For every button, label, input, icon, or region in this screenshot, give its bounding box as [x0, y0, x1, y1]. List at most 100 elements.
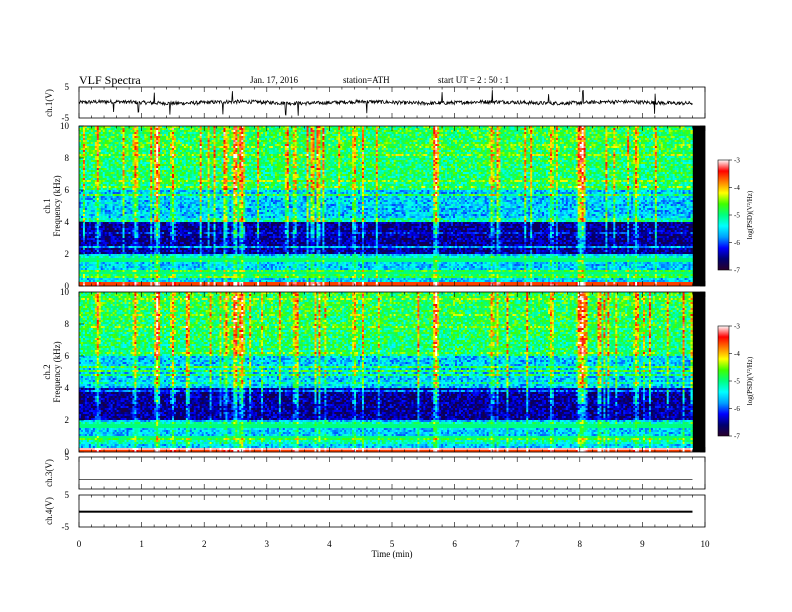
spectrogram-cell	[85, 252, 87, 254]
spectrogram-cell	[97, 150, 99, 152]
spectrogram-cell	[97, 128, 99, 130]
spectrogram-cell	[93, 170, 95, 172]
spectrogram-cell	[87, 248, 89, 250]
spectrogram-cell	[93, 216, 95, 218]
spectrogram-cell	[95, 260, 97, 262]
vlf-spectra-figure: VLF Spectra Jan. 17, 2016 station=ATH st…	[0, 0, 792, 612]
spectrogram-cell	[85, 234, 87, 236]
spectrogram-cell	[91, 200, 93, 202]
spectrogram-cell	[83, 270, 85, 272]
spectrogram-cell	[97, 188, 99, 190]
spectrogram-cell	[89, 208, 91, 210]
spectrogram-cell	[85, 230, 87, 232]
spectrogram-cell	[85, 270, 87, 272]
spectrogram-cell	[93, 230, 95, 232]
spectrogram-cell	[93, 162, 95, 164]
spectrogram-cell	[87, 160, 89, 162]
ch1-spectrogram-panel: 0246810 ch.1 Frequency (kHz)	[42, 121, 705, 291]
spectrogram-cell	[85, 242, 87, 244]
spectrogram-cell	[83, 138, 85, 140]
spectrogram-cell	[87, 274, 89, 276]
spectrogram-cell	[97, 146, 99, 148]
spectrogram-cell	[83, 268, 85, 270]
spectrogram-cell	[93, 128, 95, 130]
spectrogram-cell	[83, 214, 85, 216]
spectrogram-cell	[89, 146, 91, 148]
spectrogram-cell	[85, 146, 87, 148]
spectrogram-cell	[91, 186, 93, 188]
spectrogram-cell	[81, 274, 83, 276]
spectrogram-cell	[89, 258, 91, 260]
spectrogram-cell	[93, 160, 95, 162]
spectrogram-cell	[95, 162, 97, 164]
spectrogram-cell	[93, 168, 95, 170]
spectrogram-cell	[85, 178, 87, 180]
spectrogram-cell	[87, 164, 89, 166]
spectrogram-cell	[85, 224, 87, 226]
spectrogram-cell	[81, 128, 83, 130]
spectrogram-cell	[83, 140, 85, 142]
spectrogram-cell	[85, 166, 87, 168]
spectrogram-cell	[91, 252, 93, 254]
spectrogram-cell	[83, 218, 85, 220]
spectrogram-cell	[97, 164, 99, 166]
spectrogram-cell	[87, 238, 89, 240]
spectrogram-cell	[95, 142, 97, 144]
spectrogram-cell	[89, 250, 91, 252]
spectrogram-cell	[85, 150, 87, 152]
spectrogram-cell	[85, 216, 87, 218]
spectrogram-cell	[83, 232, 85, 234]
spectrogram-cell	[81, 264, 83, 266]
spectrogram-cell	[87, 258, 89, 260]
spectrogram-cell	[93, 140, 95, 142]
spectrogram-cell	[91, 244, 93, 246]
spectrogram-cell	[85, 274, 87, 276]
spectrogram-cell	[91, 250, 93, 252]
spectrogram-cell	[93, 176, 95, 178]
spectrogram-cell	[95, 238, 97, 240]
spectrogram-cell	[97, 166, 99, 168]
spectrogram-cell	[85, 278, 87, 280]
spectrogram-cell	[93, 250, 95, 252]
spectrogram-cell	[81, 134, 83, 136]
spectrogram-cell	[93, 190, 95, 192]
spectrogram-cell	[81, 218, 83, 220]
spectrogram-cell	[97, 158, 99, 160]
spectrogram-cell	[87, 234, 89, 236]
spectrogram-cell	[89, 230, 91, 232]
spectrogram-cell	[97, 162, 99, 164]
spectrogram-cell	[95, 254, 97, 256]
spectrogram-cell	[91, 218, 93, 220]
spectrogram-cell	[91, 234, 93, 236]
spectrogram-cell	[95, 282, 97, 284]
spectrogram-cell	[93, 254, 95, 256]
spectrogram-cell	[83, 282, 85, 284]
spectrogram-cell	[89, 182, 91, 184]
spectrogram-cell	[89, 242, 91, 244]
figure-header: VLF Spectra Jan. 17, 2016 station=ATH st…	[79, 73, 509, 87]
spectrogram-cell	[91, 220, 93, 222]
spectrogram-cell	[83, 208, 85, 210]
spectrogram-cell	[91, 198, 93, 200]
spectrogram-cell	[85, 266, 87, 268]
spectrogram-cell	[91, 274, 93, 276]
spectrogram-cell	[83, 274, 85, 276]
ch1-waveform-panel: 5 -5 ch.1(V)	[44, 82, 705, 123]
spectrogram-cell	[89, 174, 91, 176]
spectrogram-cell	[93, 172, 95, 174]
spectrogram-cell	[83, 216, 85, 218]
spectrogram-cell	[95, 228, 97, 230]
spectrogram-cell	[93, 180, 95, 182]
spectrogram-cell	[89, 168, 91, 170]
spectrogram-cell	[81, 180, 83, 182]
spectrogram-cell	[95, 276, 97, 278]
spectrogram-cell	[89, 256, 91, 258]
spectrogram-cell	[95, 252, 97, 254]
spectrogram-cell	[83, 198, 85, 200]
spectrogram-cell	[93, 202, 95, 204]
spectrogram-cell	[93, 282, 95, 284]
spectrogram-cell	[89, 228, 91, 230]
spectrogram-cell	[95, 234, 97, 236]
spectrogram-cell	[91, 268, 93, 270]
spectrogram-cell	[95, 178, 97, 180]
